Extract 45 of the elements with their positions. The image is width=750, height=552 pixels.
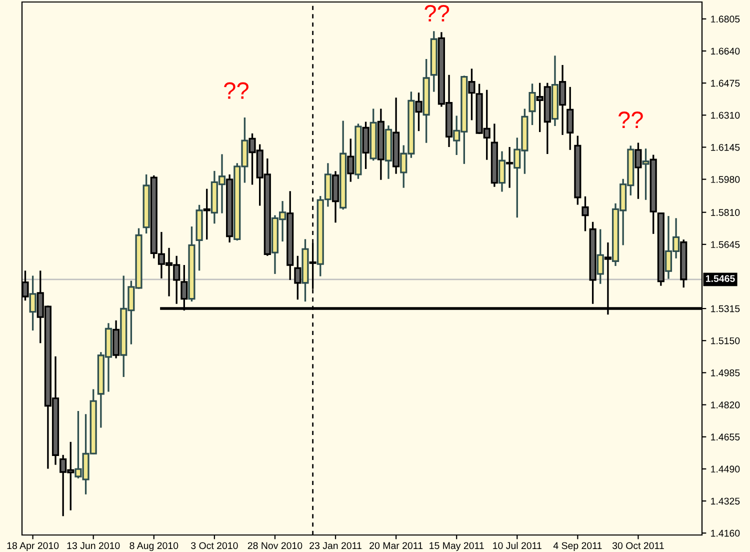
- candlestick: [559, 64, 566, 136]
- y-tick-label: 1.6475: [711, 80, 740, 87]
- y-tick-label: 1.6640: [711, 48, 740, 55]
- y-tick-label: 1.5150: [711, 337, 740, 344]
- annotation: ??: [618, 112, 643, 128]
- x-tick-label: 15 May 2011: [430, 542, 484, 552]
- x-tick-label: 23 Jan 2011: [310, 542, 362, 550]
- x-tick-label: 3 Oct 2010: [191, 542, 238, 550]
- candlestick: [294, 255, 302, 300]
- candlestick: [415, 92, 422, 132]
- y-tick-label: 1.5810: [711, 209, 740, 216]
- candlestick: [29, 274, 36, 332]
- candlestick: [506, 146, 514, 189]
- y-tick-label: 1.5645: [711, 241, 740, 248]
- y-tick-label: 1.6805: [711, 16, 740, 23]
- candlestick: [634, 142, 642, 200]
- y-tick-label: 1.6310: [711, 112, 740, 119]
- y-tick-label: 1.6145: [711, 144, 740, 151]
- y-tick-label: 1.4160: [711, 530, 740, 537]
- x-tick-label: 4 Sep 2011: [553, 542, 602, 552]
- candlestick: [347, 138, 354, 183]
- y-tick-label: 1.4985: [711, 369, 740, 376]
- y-tick-label: 1.4490: [711, 466, 740, 473]
- x-tick-label: 28 Nov 2010: [248, 542, 302, 550]
- x-tick-label: 18 Apr 2010: [7, 542, 59, 552]
- x-tick-label: 10 Jul 2011: [493, 542, 542, 550]
- y-tick-label: 1.5315: [711, 305, 740, 312]
- candlestick: [498, 150, 506, 193]
- annotation: ??: [224, 82, 248, 99]
- x-tick-label: 20 Mar 2011: [370, 542, 423, 550]
- y-tick-label: 1.4820: [711, 401, 740, 408]
- annotation: ??: [424, 4, 450, 22]
- candlestick: [566, 86, 574, 151]
- y-tick-label: 1.4325: [711, 498, 740, 505]
- ref-line-label: 1.5465: [706, 275, 735, 282]
- x-tick-label: 13 Jun 2010: [67, 542, 120, 550]
- candlestick: [203, 188, 210, 240]
- candlestick: [582, 196, 589, 232]
- x-tick-label: 30 Oct 2011: [612, 542, 664, 550]
- candlestick: [596, 228, 604, 285]
- y-tick-label: 1.4655: [711, 434, 740, 440]
- y-tick-label: 1.5980: [711, 176, 740, 183]
- candlestick: [528, 82, 536, 126]
- x-tick-label: 8 Aug 2010: [130, 542, 178, 552]
- candlestick: [642, 148, 650, 201]
